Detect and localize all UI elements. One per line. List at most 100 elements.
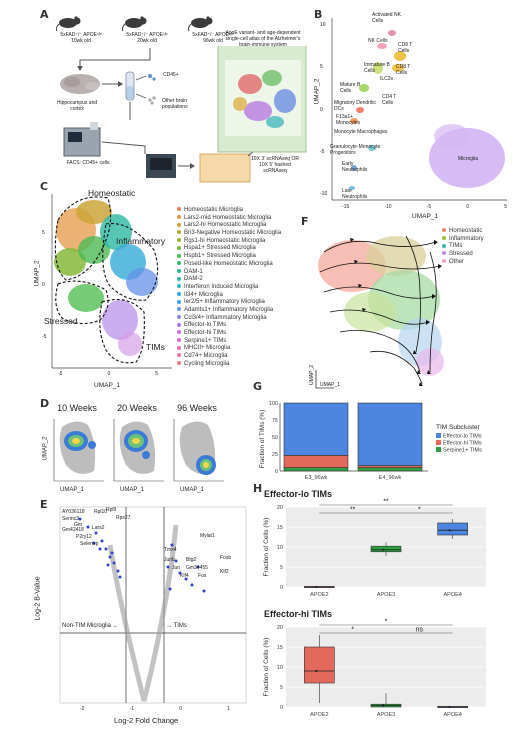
other-populations-label: Other brain populations xyxy=(162,98,188,110)
legend-label: Rgs1-hi Homeostatic Microglia xyxy=(184,237,266,244)
legend-swatch xyxy=(177,276,181,281)
bar-segment xyxy=(357,465,423,468)
legend-swatch xyxy=(177,315,181,320)
gene-label: Rpl9 xyxy=(106,507,117,513)
panel-label-a: A xyxy=(40,8,49,21)
legend-entry: DAM-2 xyxy=(177,276,281,284)
panel-label-h: H xyxy=(253,482,263,495)
y-tick-label: 50 xyxy=(272,435,278,441)
tick-label: -15 xyxy=(342,204,350,210)
mouse-age: 10wk old xyxy=(71,38,91,44)
data-point xyxy=(381,548,385,551)
y-tick-label: 0 xyxy=(280,705,283,711)
panel-d: 10 Weeks 20 Weeks 96 Weeks UMAP_1 UMAP_1… xyxy=(43,403,248,498)
legend-entry: TIMs xyxy=(442,243,484,251)
legend-entry: Ier2/5+ Inflammatory Microglia xyxy=(177,299,281,307)
cluster-label: Mature B Cells xyxy=(340,82,361,94)
legend-label: Interferon Induced Microglia xyxy=(184,283,259,290)
legend-title: TIM Subcluster xyxy=(436,424,481,431)
tick-label: 1 xyxy=(227,706,230,712)
volcano-right-points xyxy=(166,543,206,593)
y-tick-label: 20 xyxy=(277,505,283,511)
legend-swatch xyxy=(442,243,446,248)
volcano-left-direction: Non-TIM Microglia ← xyxy=(62,623,119,629)
volcano-xticks: -2 -1 0 1 xyxy=(80,706,230,712)
legend-swatch xyxy=(442,259,446,264)
mouse-age: 96wk old xyxy=(203,38,223,44)
density-xlabel: UMAP_1 xyxy=(180,487,205,493)
gene-label: Klf4 xyxy=(180,573,189,579)
x-tick-label: E3_96wk xyxy=(305,475,328,481)
hippocampus-label: Hippocampus and cortex xyxy=(56,100,98,112)
legend-entry: Serpine1+ TIMs xyxy=(177,338,281,346)
velocity-legend: Homeostatic Inflammatory TIMs Stressed Other xyxy=(442,228,484,266)
panel-b: UMAP_2 UMAP_1 -15 -10 -5 0 5 10 5 0 -5 -… xyxy=(312,8,512,223)
legend-label: Effector-hi TIMs xyxy=(443,441,482,447)
mouse-icons xyxy=(56,16,213,32)
legend-label: Cd74+ Microglia xyxy=(184,353,228,360)
legend-entry: Homeostatic xyxy=(442,228,484,236)
tick-label: -2 xyxy=(80,706,85,712)
umap-c-xlabel: UMAP_1 xyxy=(94,382,121,389)
x-tick-label: E4_96wk xyxy=(379,475,402,481)
gene-label: Mylat1 xyxy=(200,533,215,539)
legend-label: Il34+ Microglia xyxy=(184,291,223,298)
legend-label: TIMs xyxy=(449,243,463,250)
data-point xyxy=(315,585,318,589)
legend-label: Lars2-hi Homeostatic Microglia xyxy=(184,222,267,229)
panel-label-b: B xyxy=(314,8,323,21)
tick-label: 0 xyxy=(466,204,470,210)
density-xlabel: UMAP_1 xyxy=(60,487,85,493)
cluster-label: NK Cells xyxy=(368,38,388,44)
sequencing-box xyxy=(199,153,251,183)
cluster-label: CD4 T Cells xyxy=(382,94,397,106)
legend-entry: Posed-like Homeostatic Microglia xyxy=(177,261,281,269)
legend-swatch xyxy=(177,245,181,250)
stacked-bar-chart: 100 75 50 25 0 Fraction of TIMs (%) E3_96wk E4_… xyxy=(259,401,482,481)
legend-entry: Lars2-hi Homeostatic Microglia xyxy=(177,222,281,230)
velocity-streamlines xyxy=(319,235,441,385)
sequencer-icon xyxy=(146,154,176,178)
mouse-genotype: 5xFAD⁺/⁻ APOEˣ/ˣ xyxy=(60,32,102,38)
y-tick-label: 100 xyxy=(269,401,278,407)
brain-icon xyxy=(60,74,100,94)
legend-label: Ier2/5+ Inflammatory Microglia xyxy=(184,299,265,306)
legend-swatch xyxy=(177,261,181,266)
velocity-plot xyxy=(315,235,444,389)
box xyxy=(437,522,468,536)
tick-label: -5 xyxy=(426,204,432,210)
mouse-genotype: 5xFAD⁺/⁻ APOEˣ/ˣ xyxy=(192,32,234,38)
tick-label: 0 xyxy=(320,106,323,113)
panel-a: 5xFAD⁺/⁻ APOEˣ/ˣ 10wk old 5xFAD⁺/⁻ APOEˣ… xyxy=(50,10,310,183)
legend-swatch xyxy=(442,228,446,233)
panel-label-f: F xyxy=(301,215,309,228)
tick-label: 5 xyxy=(504,204,507,210)
cluster-label: Microglia xyxy=(458,156,479,162)
gene-label: Lars2 xyxy=(92,525,105,531)
atlas-umap-thumbnail xyxy=(233,70,296,128)
tick-label: 5 xyxy=(155,371,158,377)
legend-swatch xyxy=(177,268,181,273)
bar-segment xyxy=(283,467,349,472)
mouse-10wk-label: 5xFAD⁺/⁻ APOEˣ/ˣ 10wk old xyxy=(50,32,112,44)
gene-label: Tmx4 xyxy=(164,547,177,553)
legend-swatch xyxy=(436,447,441,452)
cd45-label: CD45+ xyxy=(163,72,179,78)
panel-h: Effector-lo TIMs 20 15 10 5 0 Fraction of Cell… xyxy=(258,485,513,733)
density-title-20wk: 20 Weeks xyxy=(117,403,157,413)
bar-segment xyxy=(357,402,423,466)
panel-label-c: C xyxy=(40,180,49,193)
x-tick-label: APOE2 xyxy=(310,592,328,598)
density-xlabel: UMAP_1 xyxy=(120,487,145,493)
legend-entry: Homeostatic Microglia xyxy=(177,207,281,215)
gene-label: Fos xyxy=(198,573,207,579)
legend-entry: Interferon Induced Microglia xyxy=(177,284,281,292)
y-axis-label: Fraction of Cells (%) xyxy=(263,518,270,577)
legend-swatch xyxy=(177,353,181,358)
legend-swatch xyxy=(436,440,441,445)
legend-entry: Ccl3/4+ Inflammatory Microglia xyxy=(177,315,281,323)
density-plots xyxy=(53,419,224,482)
legend-entry: DAM-1 xyxy=(177,269,281,277)
legend-swatch xyxy=(177,207,181,212)
panel-label-d: D xyxy=(40,397,50,410)
